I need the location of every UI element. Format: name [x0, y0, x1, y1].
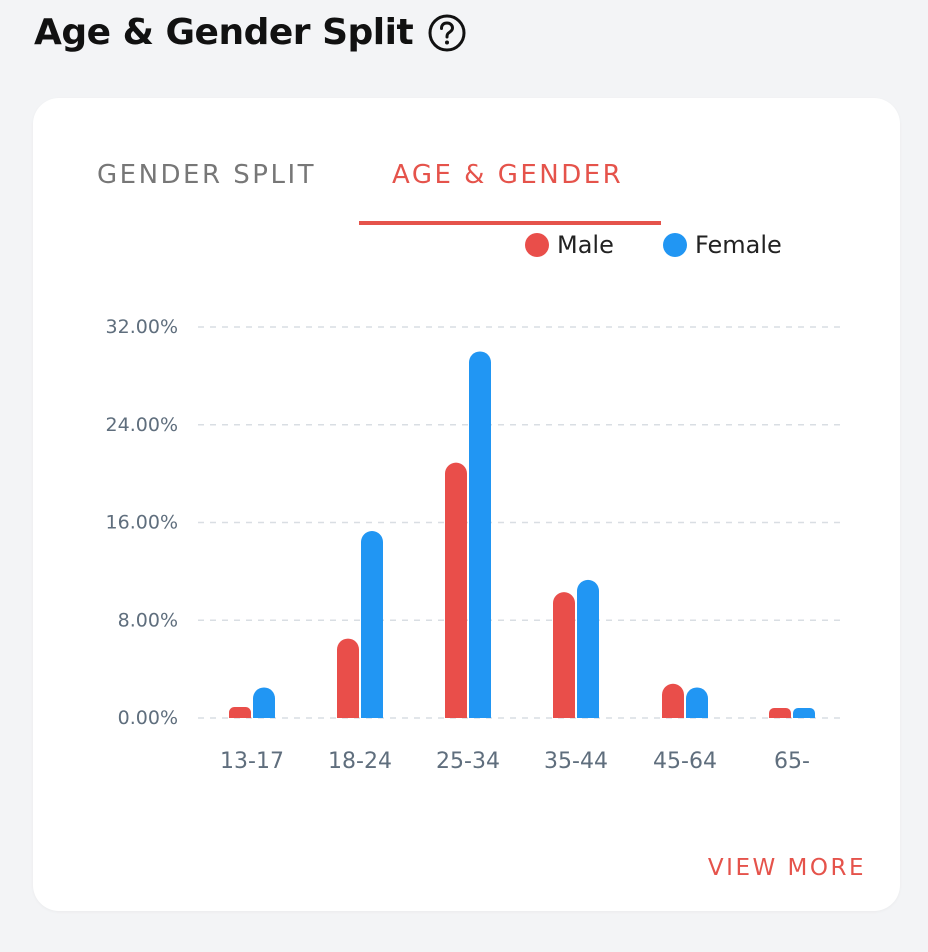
legend-label-male: Male	[557, 231, 614, 259]
bar-male-45-64[interactable]	[662, 683, 684, 718]
bar-male-18-24[interactable]	[337, 638, 359, 718]
view-more-button[interactable]: VIEW MORE	[707, 855, 866, 881]
bar-female-45-64[interactable]	[686, 687, 708, 718]
legend-dot-female	[663, 233, 687, 257]
legend-item-female: Female	[663, 231, 782, 259]
x-tick-label: 18-24	[328, 749, 392, 774]
tab-age-gender[interactable]: AGE & GENDER	[392, 160, 624, 190]
x-tick-label: 45-64	[653, 749, 717, 774]
bar-male-25-34[interactable]	[445, 462, 467, 718]
y-tick-label: 0.00%	[118, 707, 178, 729]
bar-female-18-24[interactable]	[361, 531, 383, 718]
y-tick-label: 24.00%	[106, 414, 178, 436]
tab-gender-split[interactable]: GENDER SPLIT	[97, 160, 317, 190]
page-title: Age & Gender Split	[34, 12, 414, 53]
x-tick-label: 65-	[774, 749, 810, 774]
bar-female-65-[interactable]	[793, 708, 815, 718]
x-tick-label: 25-34	[436, 749, 500, 774]
y-tick-label: 8.00%	[118, 609, 178, 631]
bar-male-35-44[interactable]	[553, 592, 575, 718]
legend-item-male: Male	[525, 231, 614, 259]
question-circle-icon[interactable]	[427, 13, 467, 53]
x-tick-label: 13-17	[220, 749, 284, 774]
legend-dot-male	[525, 233, 549, 257]
active-tab-indicator	[359, 221, 661, 225]
y-tick-label: 32.00%	[106, 316, 178, 338]
y-tick-label: 16.00%	[106, 512, 178, 534]
bar-male-13-17[interactable]	[229, 707, 251, 718]
x-tick-label: 35-44	[544, 749, 608, 774]
bar-female-13-17[interactable]	[253, 687, 275, 718]
bar-female-25-34[interactable]	[469, 351, 491, 718]
page-header: Age & Gender Split	[34, 12, 467, 53]
bar-male-65-[interactable]	[769, 708, 791, 718]
bar-female-35-44[interactable]	[577, 579, 599, 718]
legend-label-female: Female	[695, 231, 782, 259]
